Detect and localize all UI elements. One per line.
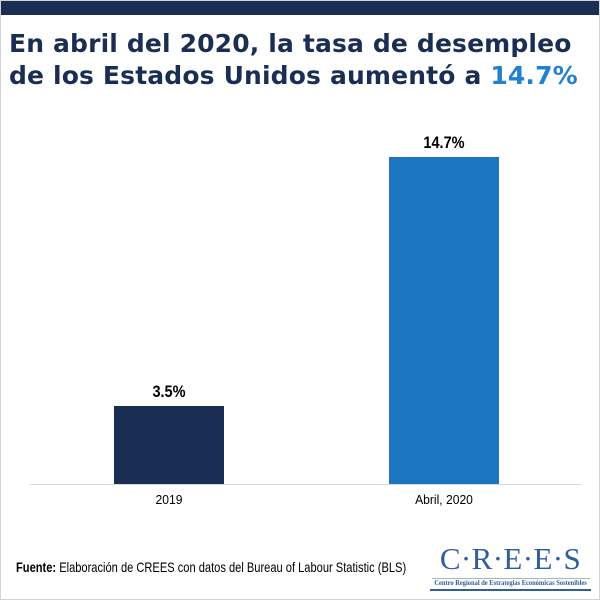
logo-tagline-text: Centro Regional de Estrategias Económica… bbox=[434, 578, 587, 587]
category-label-Abril, 2020: Abril, 2020 bbox=[414, 492, 473, 507]
crees-logo: C·R·E·E·S Centro Regional de Estrategias… bbox=[430, 543, 591, 591]
bar-2019 bbox=[113, 406, 224, 484]
logo-divider-gray bbox=[431, 577, 590, 579]
header-accent-bar bbox=[1, 1, 599, 15]
source-label: Fuente: bbox=[15, 560, 56, 575]
chart-title: En abril del 2020, la tasa de desempleo d… bbox=[9, 28, 597, 92]
logo-name: C·R·E·E·S bbox=[439, 541, 582, 576]
title-highlight: 14.7% bbox=[490, 61, 578, 90]
source-note: Fuente: Elaboración de CREES con datos d… bbox=[16, 560, 406, 575]
value-label-2019: 3.5% bbox=[151, 383, 186, 402]
title-line2: de los Estados Unidos aumentó a bbox=[9, 61, 491, 90]
source-text: Elaboración de CREES con datos del Burea… bbox=[55, 560, 406, 575]
logo-tagline: Centro Regional de Estrategias Económica… bbox=[430, 579, 591, 587]
bar-Abril, 2020 bbox=[388, 157, 499, 484]
value-label-Abril, 2020: 14.7% bbox=[422, 134, 465, 153]
category-label-2019: 2019 bbox=[155, 492, 182, 507]
x-axis-line bbox=[30, 484, 581, 485]
title-line1: En abril del 2020, la tasa de desempleo bbox=[9, 29, 572, 58]
logo-divider-accent bbox=[430, 588, 591, 591]
